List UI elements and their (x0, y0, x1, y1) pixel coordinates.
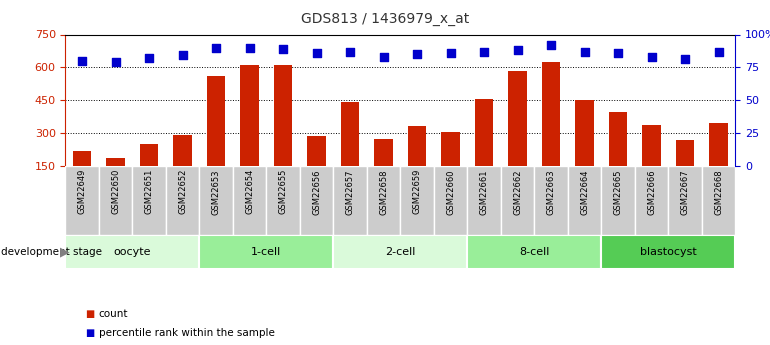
Bar (99, 166, 132, 235)
Bar (367, 166, 400, 235)
Text: ■: ■ (85, 328, 94, 338)
Bar (601, 166, 634, 235)
Bar (534, 166, 568, 235)
Point (578, 49, 591, 54)
Text: GSM22659: GSM22659 (413, 169, 422, 215)
Text: 2-cell: 2-cell (385, 247, 416, 257)
Bar (408, 126, 427, 166)
Bar (65, 166, 99, 235)
Bar (333, 235, 467, 269)
Point (645, 54, 658, 60)
Bar (199, 235, 333, 269)
Text: GSM22649: GSM22649 (78, 169, 87, 215)
Bar (601, 235, 735, 269)
Point (243, 45, 256, 50)
Point (143, 55, 156, 61)
Point (612, 50, 624, 56)
Text: GSM22654: GSM22654 (245, 169, 254, 215)
Point (478, 49, 490, 54)
Text: development stage: development stage (1, 247, 102, 257)
Text: GSM22667: GSM22667 (681, 169, 690, 215)
Text: GSM22665: GSM22665 (614, 169, 623, 215)
Point (545, 42, 557, 48)
Text: GDS813 / 1436979_x_at: GDS813 / 1436979_x_at (301, 12, 469, 26)
Bar (676, 140, 695, 166)
Text: GSM22661: GSM22661 (480, 169, 489, 215)
Point (310, 50, 323, 56)
Point (511, 48, 524, 53)
Bar (568, 166, 601, 235)
Bar (300, 166, 333, 235)
Text: GSM22660: GSM22660 (446, 169, 455, 215)
Point (210, 45, 223, 50)
Bar (642, 125, 661, 166)
Point (411, 51, 424, 57)
Bar (709, 123, 728, 166)
Text: GSM22666: GSM22666 (647, 169, 656, 215)
Bar (274, 65, 293, 166)
Text: GSM22656: GSM22656 (312, 169, 321, 215)
Point (176, 53, 189, 58)
Text: oocyte: oocyte (114, 247, 151, 257)
Text: GSM22653: GSM22653 (212, 169, 221, 215)
Bar (400, 166, 434, 235)
Bar (467, 166, 500, 235)
Text: GSM22658: GSM22658 (379, 169, 388, 215)
Bar (73, 151, 92, 166)
Bar (634, 166, 668, 235)
Point (679, 57, 691, 62)
Bar (307, 136, 326, 166)
Bar (441, 132, 460, 166)
Bar (500, 166, 534, 235)
Point (377, 54, 390, 60)
Text: GSM22655: GSM22655 (279, 169, 288, 215)
Point (344, 49, 357, 54)
Bar (233, 166, 266, 235)
Text: GSM22657: GSM22657 (346, 169, 355, 215)
Bar (132, 166, 166, 235)
Bar (266, 166, 300, 235)
Bar (508, 71, 527, 166)
Bar (341, 102, 360, 166)
Text: count: count (99, 309, 128, 319)
Bar (374, 139, 393, 166)
Bar (668, 166, 701, 235)
Bar (173, 135, 192, 166)
Text: GSM22652: GSM22652 (178, 169, 187, 215)
Bar (609, 112, 628, 166)
Point (712, 49, 725, 54)
Text: GSM22651: GSM22651 (145, 169, 154, 215)
Bar (140, 144, 159, 166)
Bar (65, 235, 199, 269)
Text: GSM22668: GSM22668 (714, 169, 723, 215)
Text: 1-cell: 1-cell (251, 247, 282, 257)
Text: percentile rank within the sample: percentile rank within the sample (99, 328, 274, 338)
Text: ■: ■ (85, 309, 94, 319)
Point (277, 46, 290, 52)
Bar (207, 76, 226, 166)
Point (109, 59, 122, 65)
Bar (542, 62, 561, 166)
Bar (199, 166, 233, 235)
Text: blastocyst: blastocyst (640, 247, 697, 257)
Text: ▶: ▶ (60, 245, 69, 258)
Bar (575, 100, 594, 166)
Text: GSM22650: GSM22650 (111, 169, 120, 215)
Bar (701, 166, 735, 235)
Text: GSM22662: GSM22662 (513, 169, 522, 215)
Text: 8-cell: 8-cell (519, 247, 550, 257)
Text: GSM22663: GSM22663 (547, 169, 556, 215)
Bar (333, 166, 367, 235)
Bar (166, 166, 199, 235)
Bar (240, 65, 259, 166)
Point (76, 58, 89, 63)
Text: GSM22664: GSM22664 (580, 169, 589, 215)
Bar (106, 158, 125, 166)
Bar (475, 99, 494, 166)
Point (444, 50, 457, 56)
Bar (434, 166, 467, 235)
Bar (467, 235, 601, 269)
